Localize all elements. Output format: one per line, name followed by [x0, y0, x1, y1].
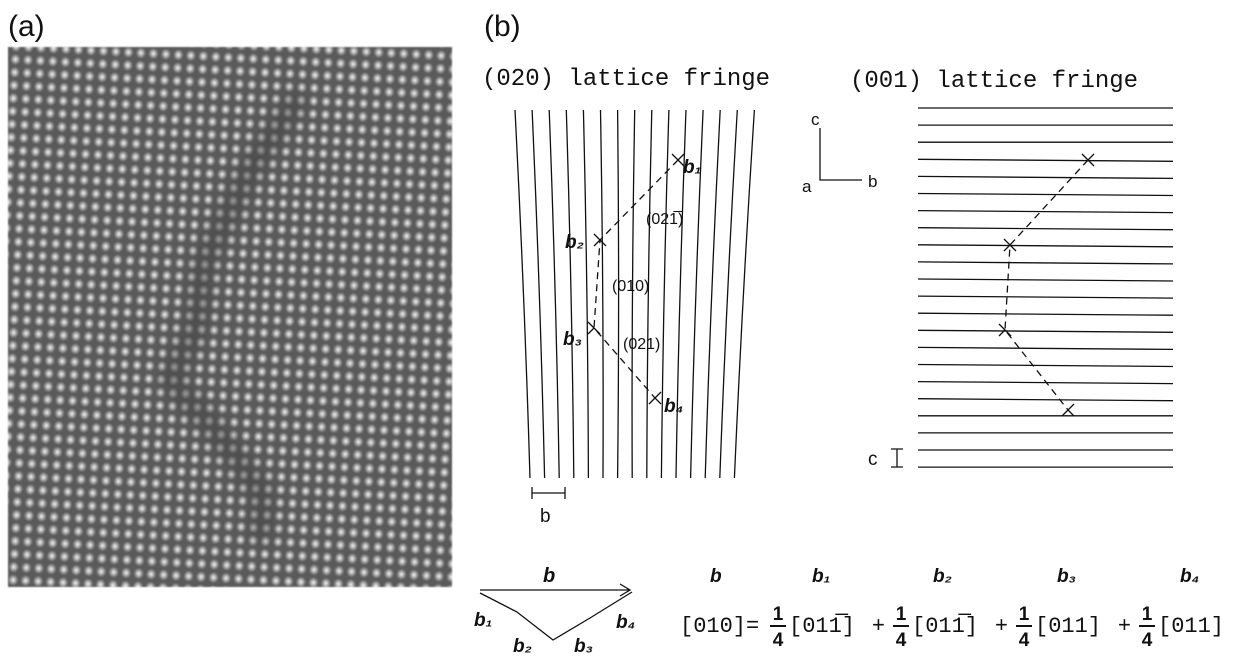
vector-label: b₁: [474, 610, 492, 631]
fringe-line: [582, 109, 590, 479]
plane-label: (021): [623, 336, 660, 353]
axis-label: a: [802, 177, 812, 196]
equation-label: b₁: [812, 566, 830, 587]
burgers-label: b₂: [565, 232, 584, 253]
dislocations: [479, 128, 1095, 641]
plane-label: (021̅): [646, 210, 683, 228]
fringes: [514, 107, 1174, 479]
fringe-line: [917, 227, 1174, 231]
axis-label: c: [811, 110, 820, 129]
vector-label: b: [543, 565, 555, 587]
scale-label: b: [540, 506, 551, 527]
equation-label: b₂: [933, 566, 952, 587]
equation-operator: +: [1118, 612, 1131, 637]
burgers-label: b₃: [563, 329, 582, 350]
equation-label: b: [710, 566, 722, 587]
equation-lhs: [010]=: [680, 614, 759, 639]
vector-label: b₃: [574, 636, 593, 657]
equation-vector: [011̅]: [789, 613, 855, 639]
fringe-line: [660, 109, 670, 479]
fringe-line: [719, 109, 738, 479]
fringe-line: [917, 380, 1174, 385]
fringe-line: [631, 109, 636, 479]
right-title: (001) lattice fringe: [850, 68, 1138, 95]
fringe-line: [917, 295, 1174, 299]
fringe-line: [917, 192, 1174, 197]
fringe-line: [514, 109, 531, 479]
fringe-line: [548, 109, 560, 479]
fraction-den: 4: [1142, 630, 1153, 651]
equation-vector: [011̅]: [912, 613, 978, 639]
fringe-line: [565, 109, 575, 479]
equation-operator: +: [995, 612, 1008, 637]
fringe-line: [733, 109, 756, 479]
fringe-line: [917, 398, 1174, 402]
fringe-line: [917, 158, 1174, 162]
burgers-label: b₁: [683, 157, 701, 178]
fringe-line: [917, 278, 1174, 282]
scale-label: c: [868, 449, 878, 470]
equation-label: b₃: [1057, 566, 1076, 587]
equation-label: b₄: [1180, 566, 1199, 587]
equation-operator: +: [872, 612, 885, 637]
fringe-line: [917, 329, 1174, 333]
fraction-den: 4: [896, 630, 907, 651]
equation-vector: [011]: [1035, 614, 1101, 639]
fringe-line: [689, 109, 704, 479]
left-title: (020) lattice fringe: [482, 66, 770, 93]
fringe-line: [616, 109, 620, 479]
panel-label: (b): [484, 10, 521, 43]
fringe-line: [704, 109, 721, 479]
fringe-line: [646, 109, 653, 479]
axis-label: b: [868, 172, 877, 191]
fraction-num: 1: [1142, 604, 1153, 625]
fringe-line: [917, 363, 1174, 368]
fringe-line: [917, 261, 1174, 265]
plane-label: (010): [612, 278, 649, 295]
fringe-line: [917, 244, 1174, 248]
fringe-line: [917, 175, 1174, 180]
fringe-line: [917, 346, 1174, 351]
fraction-num: 1: [1019, 604, 1030, 625]
fringe-line: [599, 109, 604, 479]
equation: b b₁ b₂ b₃ b₄[010]= 14[011̅] +14[011̅] +14[011]…: [680, 566, 1224, 651]
fringe-line: [531, 109, 546, 479]
fraction-den: 4: [773, 630, 784, 651]
fraction-num: 1: [896, 604, 907, 625]
panel-label: (a): [8, 10, 45, 43]
micrograph: [8, 47, 452, 587]
burgers-label: b₄: [664, 396, 683, 417]
fraction-num: 1: [773, 604, 784, 625]
fringe-line: [917, 312, 1174, 316]
fraction-den: 4: [1019, 630, 1030, 651]
equation-vector: [011]: [1158, 614, 1224, 639]
vector-label: b₂: [513, 636, 532, 657]
fringe-line: [917, 209, 1174, 214]
fringe-line: [675, 109, 687, 479]
vector-label: b₄: [616, 612, 635, 633]
